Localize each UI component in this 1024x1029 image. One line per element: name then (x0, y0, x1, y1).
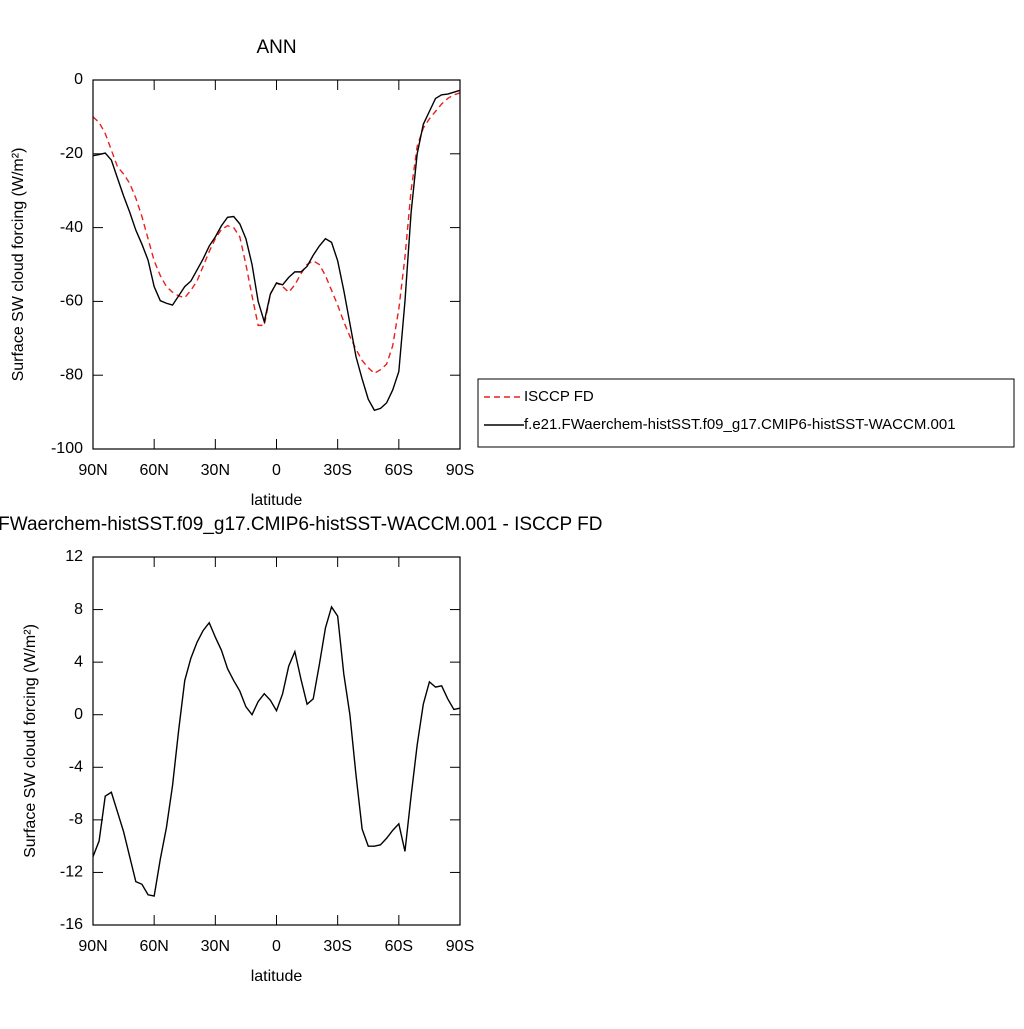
y-tick-label: -12 (60, 864, 83, 881)
y-axis-label: Surface SW cloud forcing (W/m²) (10, 148, 27, 382)
y-tick-label: -16 (60, 916, 83, 933)
y-tick-label: 0 (74, 71, 83, 88)
plot-frame (92, 79, 461, 450)
x-tick-label: 60S (385, 938, 413, 955)
y-tick-label: 0 (74, 706, 83, 723)
x-tick-label: 0 (272, 938, 281, 955)
data-line (92, 605, 461, 897)
y-tick-label: 4 (74, 653, 83, 670)
x-tick-label: 90S (446, 938, 474, 955)
y-tick-label: -4 (69, 759, 83, 776)
legend-label: ISCCP FD (524, 388, 594, 405)
y-tick-label: -60 (60, 293, 83, 310)
y-tick-label: -100 (51, 440, 83, 457)
y-tick-label: 8 (74, 601, 83, 618)
y-tick-label: -40 (60, 219, 83, 236)
x-tick-label: 60N (139, 462, 168, 479)
legend-box (477, 378, 1015, 448)
x-tick-label: 60N (139, 938, 168, 955)
x-tick-label: 90N (78, 938, 107, 955)
y-tick-label: -8 (69, 811, 83, 828)
x-tick-label: 90S (446, 462, 474, 479)
y-axis-label: Surface SW cloud forcing (W/m²) (22, 624, 39, 858)
x-axis-label: latitude (251, 968, 303, 985)
x-axis-label: latitude (251, 492, 303, 509)
x-tick-label: 90N (78, 462, 107, 479)
x-tick-label: 30S (323, 938, 351, 955)
legend-label: f.e21.FWaerchem-histSST.f09_g17.CMIP6-hi… (524, 416, 956, 433)
x-tick-label: 30S (323, 462, 351, 479)
x-tick-label: 60S (385, 462, 413, 479)
x-tick-label: 30N (201, 462, 230, 479)
y-tick-label: -80 (60, 366, 83, 383)
plot-frame (92, 556, 461, 926)
data-line (92, 89, 461, 412)
y-tick-label: -20 (60, 145, 83, 162)
y-tick-label: 12 (65, 548, 83, 565)
chart-title: ANN (256, 37, 296, 58)
chart-title: f.e21.FWaerchem-histSST.f09_g17.CMIP6-hi… (0, 514, 602, 535)
x-tick-label: 0 (272, 462, 281, 479)
data-line (92, 92, 461, 375)
x-tick-label: 30N (201, 938, 230, 955)
